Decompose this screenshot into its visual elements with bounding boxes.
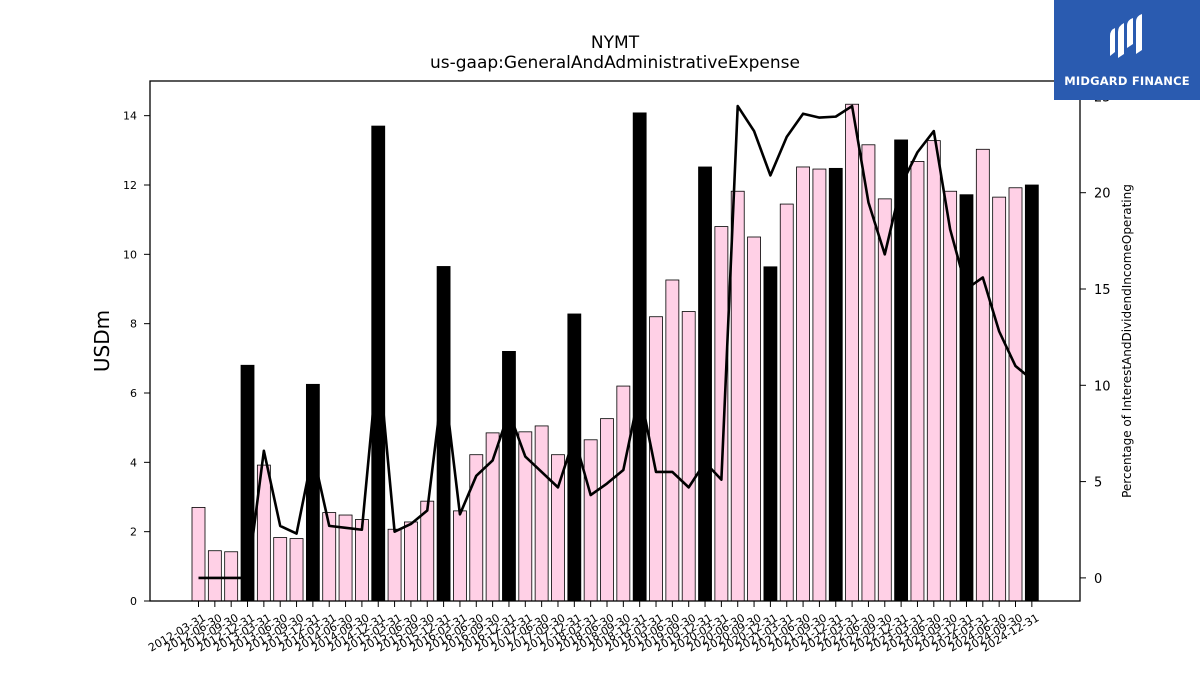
- bar-2015-09-30: [420, 500, 435, 602]
- y2-tick-label: 15: [1094, 283, 1111, 298]
- y-tick-label: 8: [130, 318, 137, 331]
- bar-2024-06-30: [992, 196, 1007, 602]
- bar-2023-09-30: [943, 190, 958, 602]
- bar-2015-12-31: [436, 266, 451, 602]
- bar-2024-09-30: [1008, 187, 1023, 602]
- y-axis-label: USDm: [90, 310, 114, 372]
- midgard-logo-icon: [1110, 14, 1142, 58]
- left-axis-ticks: 0 2 4 6 8 10 12 14: [123, 110, 150, 608]
- line-series-layer: [198, 104, 1033, 580]
- y-tick-label: 14: [123, 110, 137, 123]
- bar-2013-06-30: [273, 537, 288, 602]
- bar-2020-12-31: [763, 266, 778, 602]
- bar-2012-09-30: [224, 551, 239, 602]
- y2-tick-label: 20: [1094, 187, 1111, 202]
- x-axis-ticks: 2012-03-312012-06-302012-09-302012-12-31…: [146, 601, 1041, 654]
- bar-2021-06-30: [796, 166, 810, 602]
- y2-axis-label: Percentage of InterestAndDividendIncomeO…: [1120, 184, 1134, 498]
- bar-2023-06-30: [926, 140, 941, 602]
- midgard-finance-logo: MIDGARD FINANCE: [1054, 0, 1200, 100]
- bar-2022-03-31: [845, 103, 859, 602]
- y-tick-label: 4: [130, 456, 137, 469]
- bar-2015-03-31: [387, 528, 402, 602]
- bar-2018-12-31: [632, 112, 647, 602]
- bar-2021-12-31: [828, 167, 843, 602]
- bar-2018-09-30: [616, 385, 631, 602]
- y-tick-label: 6: [130, 387, 137, 400]
- bar-2013-12-31: [305, 383, 320, 602]
- y-tick-label: 10: [123, 248, 137, 261]
- bar-2019-09-30: [681, 311, 696, 602]
- y2-tick-label: 5: [1094, 476, 1102, 491]
- bar-2013-09-30: [289, 538, 304, 602]
- bar-2012-12-31: [240, 364, 255, 602]
- bar-2014-09-30: [354, 519, 369, 602]
- bar-2020-09-30: [747, 236, 761, 602]
- right-axis-ticks: 0510152025: [1080, 90, 1111, 587]
- chart-subtitle: us-gaap:GeneralAndAdministrativeExpense: [430, 53, 800, 73]
- bar-2012-06-30: [207, 550, 222, 602]
- bar-2016-03-31: [453, 510, 467, 602]
- bar-2019-06-30: [665, 279, 680, 602]
- bar-2020-03-31: [714, 226, 729, 602]
- bar-2019-12-31: [698, 166, 712, 602]
- bar-2020-06-30: [730, 190, 745, 602]
- bar-2021-03-31: [779, 203, 794, 602]
- bar-2017-06-30: [534, 425, 549, 602]
- bar-2018-06-30: [600, 418, 614, 602]
- y2-tick-label: 0: [1094, 572, 1102, 587]
- y-tick-label: 2: [130, 526, 137, 539]
- bar-2016-12-31: [502, 350, 516, 602]
- bar-2023-03-31: [910, 161, 925, 602]
- logo-text: MIDGARD FINANCE: [1064, 74, 1190, 88]
- plot-frame: [149, 80, 1081, 602]
- bar-2024-03-31: [975, 148, 990, 602]
- bar-2015-06-30: [404, 521, 418, 602]
- bar-series: [191, 103, 1039, 602]
- y-tick-label: 0: [130, 595, 137, 608]
- chart-title: NYMT: [590, 33, 640, 53]
- bar-2018-03-31: [583, 439, 598, 602]
- y2-tick-label: 10: [1094, 379, 1111, 394]
- bar-2019-03-31: [649, 316, 663, 602]
- line-series: [198, 104, 1033, 580]
- bar-2024-12-31: [1024, 184, 1039, 602]
- bar-2012-03-31: [191, 506, 206, 602]
- bar-2022-09-30: [877, 198, 892, 602]
- y-tick-label: 12: [123, 179, 137, 192]
- bar-2023-12-31: [959, 194, 974, 602]
- bar-2021-09-30: [812, 168, 827, 602]
